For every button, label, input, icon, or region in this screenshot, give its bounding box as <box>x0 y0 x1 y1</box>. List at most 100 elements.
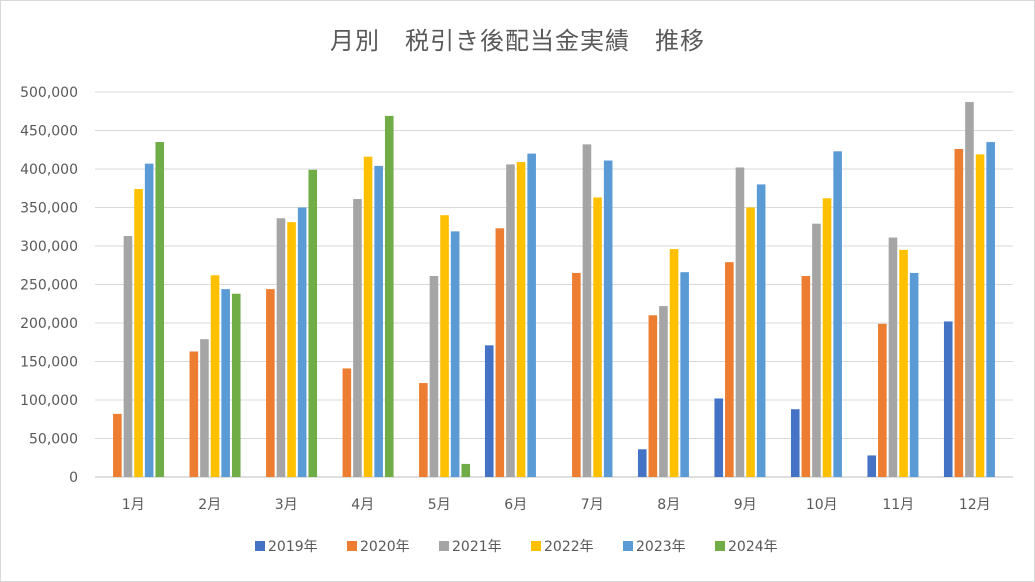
legend-swatch <box>623 541 633 551</box>
bar-2023年-11月 <box>909 272 919 477</box>
bar-2020年-3月 <box>266 289 275 477</box>
y-tick-label: 150,000 <box>20 355 78 371</box>
y-tick-label: 500,000 <box>20 85 78 101</box>
legend-layer: 2019年 2020年 2021年 2022年 2023年 2024年 <box>255 539 778 555</box>
y-tick-label: 250,000 <box>20 278 78 294</box>
bar-2021年-3月 <box>276 218 286 477</box>
bar-2022年-5月 <box>440 215 449 477</box>
bar-2022年-3月 <box>287 222 296 477</box>
x-tick-label: 5月 <box>428 497 451 513</box>
bar-2019年-12月 <box>943 321 953 477</box>
bar-2020年-8月 <box>648 315 658 477</box>
bar-layer <box>113 102 995 478</box>
bar-2021年-7月 <box>582 144 592 478</box>
bar-2024年-1月 <box>155 142 165 478</box>
legend-swatch <box>347 541 357 551</box>
bar-2020年-12月 <box>954 148 964 478</box>
x-tick-label: 2月 <box>198 497 221 513</box>
legend-label: 2021年 <box>452 539 502 555</box>
bar-2020年-10月 <box>801 276 811 477</box>
y-tick-label: 400,000 <box>20 162 78 178</box>
y-tick-label: 0 <box>69 470 78 486</box>
grid-layer <box>95 91 1013 478</box>
bar-2021年-4月 <box>353 199 362 477</box>
bar-2021年-12月 <box>965 102 974 477</box>
bar-2020年-2月 <box>189 351 199 477</box>
bar-2021年-11月 <box>888 237 898 477</box>
x-tick-label: 11月 <box>882 497 914 513</box>
legend-label: 2024年 <box>728 539 778 555</box>
bar-2022年-1月 <box>134 189 143 477</box>
bar-2023年-5月 <box>450 231 460 477</box>
bar-2023年-1月 <box>144 163 154 478</box>
bar-2019年-9月 <box>714 398 724 477</box>
bar-2023年-6月 <box>527 153 536 477</box>
bar-2020年-1月 <box>113 413 122 477</box>
bar-2022年-12月 <box>975 154 985 477</box>
bar-2023年-9月 <box>756 184 766 477</box>
bar-2023年-12月 <box>986 142 995 478</box>
legend-label: 2023年 <box>636 539 686 555</box>
bar-2021年-10月 <box>812 223 821 477</box>
bar-2021年-6月 <box>506 164 515 477</box>
legend-swatch <box>439 541 449 551</box>
bar-2024年-3月 <box>308 169 318 477</box>
bar-2023年-10月 <box>833 151 842 478</box>
bar-2023年-8月 <box>680 272 689 477</box>
bar-2023年-2月 <box>221 289 230 477</box>
x-tick-label: 9月 <box>734 497 757 513</box>
bar-2023年-7月 <box>603 160 613 477</box>
bar-2021年-8月 <box>659 306 668 477</box>
bar-2024年-4月 <box>384 115 394 478</box>
bar-2019年-6月 <box>484 345 494 477</box>
bar-2024年-2月 <box>231 293 241 477</box>
bar-2023年-3月 <box>297 207 307 477</box>
bar-2022年-9月 <box>746 207 755 477</box>
y-tick-label: 300,000 <box>20 239 78 255</box>
x-tick-label: 1月 <box>122 497 145 513</box>
y-tick-label: 200,000 <box>20 316 78 332</box>
legend-swatch <box>715 541 725 551</box>
bar-2022年-6月 <box>516 162 526 477</box>
bar-2020年-9月 <box>725 262 734 477</box>
x-tick-label: 12月 <box>959 497 991 513</box>
legend-swatch <box>531 541 541 551</box>
x-tick-label: 8月 <box>657 497 680 513</box>
bar-2022年-4月 <box>363 156 373 477</box>
x-tick-label: 6月 <box>504 497 527 513</box>
bar-2022年-10月 <box>822 198 832 477</box>
x-tick-label: 3月 <box>275 497 298 513</box>
bar-2019年-8月 <box>637 449 647 477</box>
legend-label: 2020年 <box>360 539 410 555</box>
bar-2024年-5月 <box>461 463 471 477</box>
bar-2020年-6月 <box>495 228 505 477</box>
axis-layer: 0 50,000 100,000 150,000 200,000 250,000 300,0… <box>20 85 991 513</box>
bar-2020年-7月 <box>572 272 581 477</box>
x-tick-label: 4月 <box>351 497 374 513</box>
bar-2020年-5月 <box>419 383 428 477</box>
bar-2022年-7月 <box>593 197 602 478</box>
bar-2023年-4月 <box>374 165 383 478</box>
bar-2021年-2月 <box>200 339 209 477</box>
bar-2022年-11月 <box>899 249 908 477</box>
y-tick-label: 100,000 <box>20 393 78 409</box>
bar-2020年-11月 <box>878 323 887 477</box>
bar-2019年-11月 <box>867 455 877 477</box>
bar-2022年-2月 <box>210 275 220 477</box>
bar-2019年-10月 <box>790 409 800 477</box>
legend-swatch <box>255 541 265 551</box>
x-tick-label: 10月 <box>806 497 838 513</box>
legend-label: 2022年 <box>544 539 594 555</box>
x-tick-label: 7月 <box>581 497 604 513</box>
legend-label: 2019年 <box>268 539 318 555</box>
bar-2021年-1月 <box>123 235 133 477</box>
bar-2020年-4月 <box>342 368 352 477</box>
bar-2021年-5月 <box>429 276 439 477</box>
bar-2022年-8月 <box>669 249 679 477</box>
y-tick-label: 350,000 <box>20 201 78 217</box>
y-tick-label: 450,000 <box>20 124 78 140</box>
bar-2021年-9月 <box>735 167 745 477</box>
y-tick-label: 50,000 <box>29 432 78 448</box>
